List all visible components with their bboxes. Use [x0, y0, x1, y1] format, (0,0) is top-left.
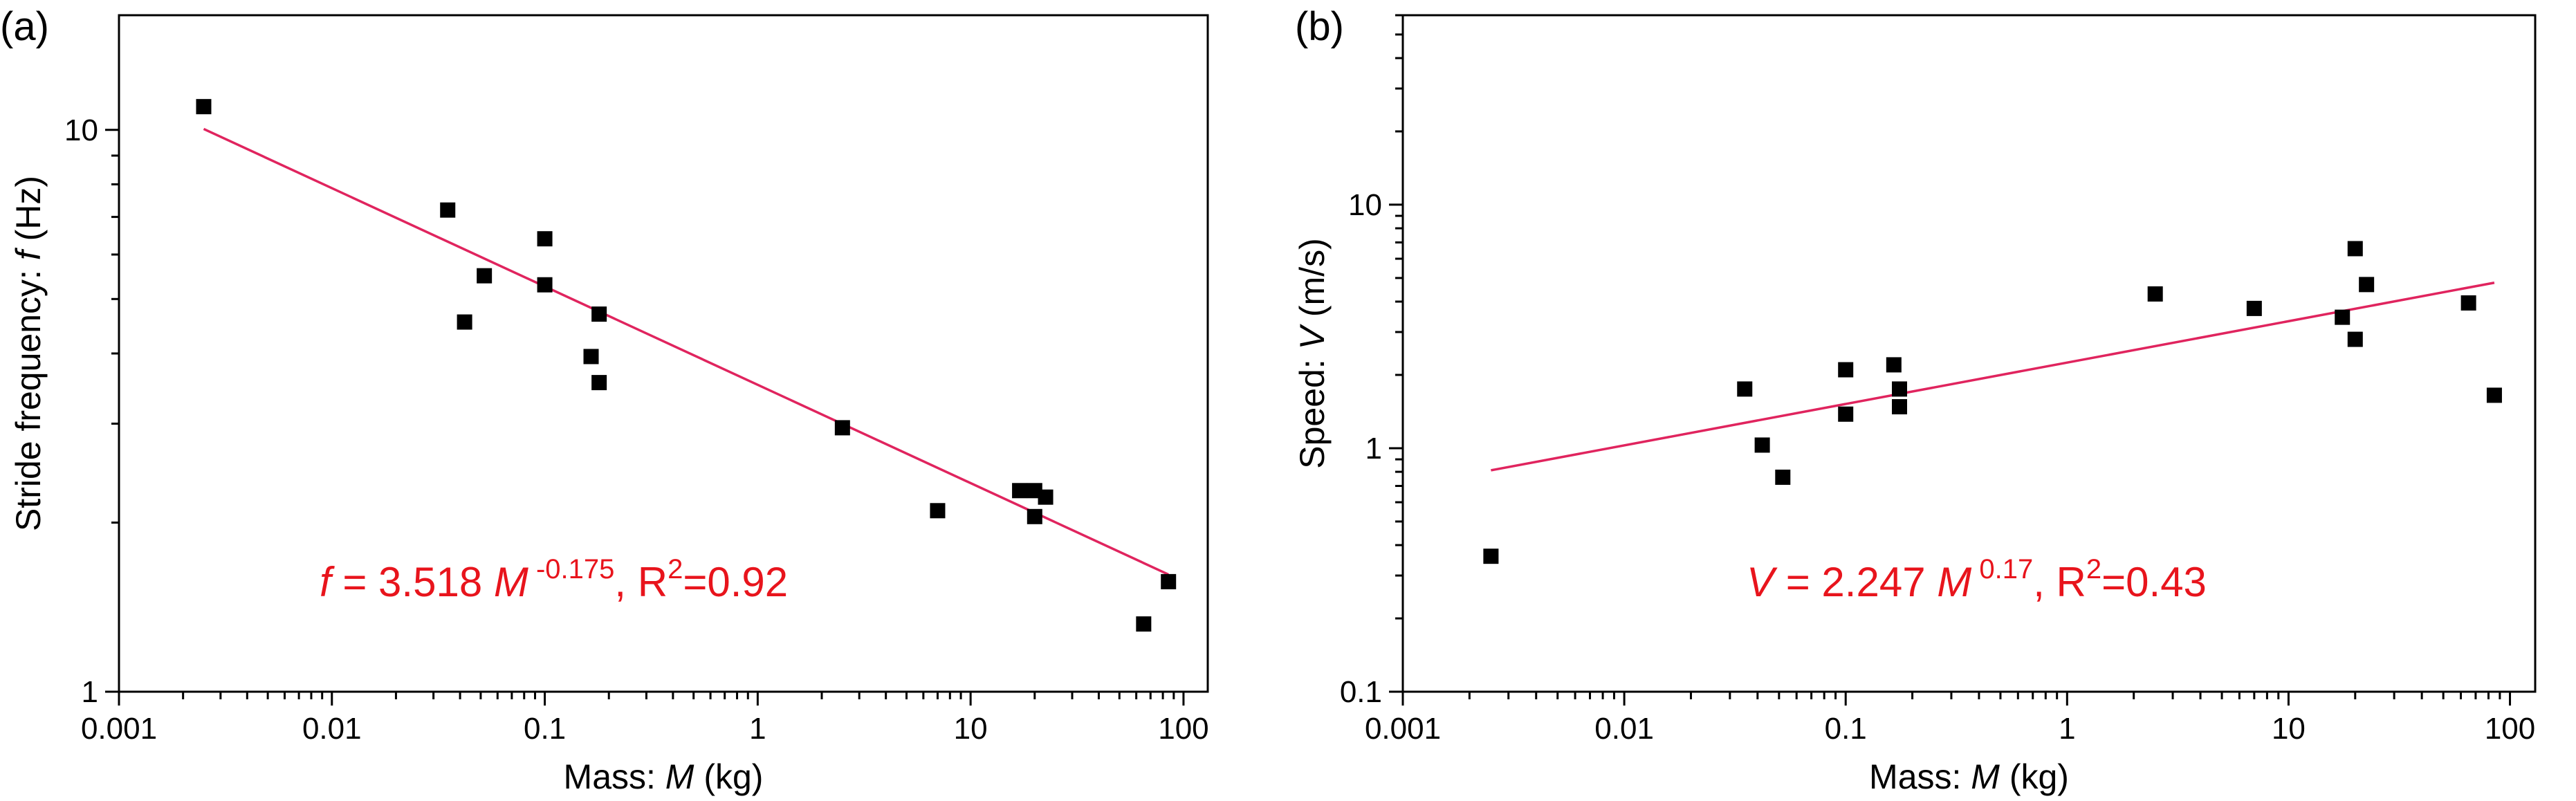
data-point	[583, 349, 599, 365]
panel-b: (b) 0.001 0.01 0.1 1 10 100 0.1 1 10 Mass: M (kg…	[1293, 4, 2537, 796]
data-point	[440, 202, 456, 218]
x-tick-label: 1	[749, 712, 766, 746]
panel-label: (b)	[1295, 4, 1344, 49]
data-point	[2246, 300, 2262, 316]
y-tick-label: 1	[82, 675, 98, 709]
data-point	[1737, 381, 1753, 397]
x-tick-label: 0.01	[302, 712, 362, 746]
data-point	[1838, 406, 1854, 422]
x-tick-label: 100	[2485, 712, 2535, 746]
fit-equation: V = 2.247 M 0.17, R2=0.43	[1747, 554, 2207, 605]
data-point	[2147, 286, 2163, 302]
data-point	[2347, 331, 2363, 347]
data-point	[537, 277, 553, 293]
data-point	[196, 99, 212, 115]
y-tick-label: 0.1	[1340, 675, 1382, 709]
y-tick-label: 10	[64, 113, 98, 147]
x-tick-label: 0.001	[1365, 712, 1441, 746]
data-point	[1012, 483, 1028, 499]
data-point	[2335, 309, 2350, 325]
x-axis-title: Mass: M (kg)	[1869, 757, 2069, 796]
x-tick-label: 0.1	[1825, 712, 1867, 746]
x-tick-label: 0.001	[81, 712, 157, 746]
data-point	[1892, 381, 1908, 397]
data-point	[2359, 277, 2375, 293]
data-point	[457, 314, 472, 330]
data-point	[1754, 437, 1770, 453]
data-point	[1027, 508, 1042, 524]
data-point	[2347, 241, 2363, 257]
data-point	[477, 268, 493, 284]
fit-line	[203, 127, 1169, 576]
y-tick-label: 10	[1348, 188, 1382, 222]
data-point	[1892, 399, 1908, 415]
data-point	[591, 375, 607, 391]
x-tick-label: 10	[954, 712, 988, 746]
y-tick-label: 1	[1365, 432, 1382, 466]
fit-equation: f = 3.518 M -0.175, R2=0.92	[320, 554, 788, 605]
x-axis-title: Mass: M (kg)	[564, 757, 764, 796]
fit-line	[1491, 282, 2495, 472]
data-point	[537, 231, 553, 247]
data-point	[1775, 469, 1791, 485]
panel-label: (a)	[0, 4, 49, 49]
data-point	[1136, 616, 1152, 632]
x-tick-label: 0.01	[1594, 712, 1654, 746]
data-point	[2460, 295, 2476, 311]
data-point	[1038, 489, 1054, 505]
data-point	[1161, 573, 1177, 589]
x-tick-label: 100	[1158, 712, 1208, 746]
y-axis-title: Speed: V (m/s)	[1293, 238, 1332, 468]
panel-a: (a) 0.001 0.01 0.1 1 10 100 1 10 Mass: M (kg) S…	[0, 4, 1209, 796]
y-axis-title: Stride frequency: f (Hz)	[9, 176, 48, 531]
data-point	[2486, 387, 2502, 403]
data-point	[1838, 362, 1854, 378]
plot-frame	[1401, 14, 2537, 693]
x-tick-label: 0.1	[524, 712, 566, 746]
data-point	[930, 503, 946, 519]
data-point	[591, 306, 607, 322]
data-point	[834, 420, 850, 436]
data-point	[1483, 549, 1499, 564]
x-tick-label: 1	[2059, 712, 2075, 746]
x-tick-label: 10	[2272, 712, 2306, 746]
data-point	[1886, 357, 1902, 373]
